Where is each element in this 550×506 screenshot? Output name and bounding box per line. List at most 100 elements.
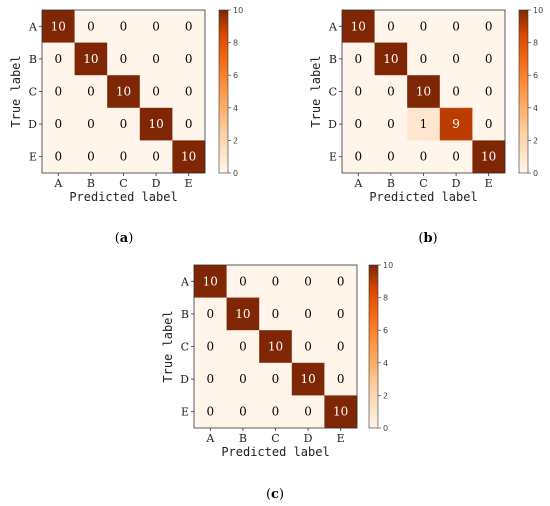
cell-value-label: 0 [120, 150, 128, 164]
y-axis-label: True label [9, 55, 23, 127]
cell-A-E [324, 265, 358, 298]
cell-value-label: 0 [152, 85, 160, 99]
cell-D-B [226, 362, 260, 396]
cell-value-label: 0 [120, 19, 128, 33]
cell-D-E [472, 107, 506, 141]
y-axis-label: True label [161, 310, 175, 382]
cell-value-label: 0 [239, 340, 247, 354]
cell-value-label: 0 [87, 150, 95, 164]
cell-B-A [194, 297, 227, 331]
cell-value-label: 0 [185, 117, 193, 131]
cell-value-label: 0 [185, 85, 193, 99]
colorbar-tick-label: 2 [533, 136, 538, 145]
cell-value-label: 10 [481, 150, 496, 164]
cell-A-B [374, 10, 408, 43]
colorbar-tick-label: 0 [233, 169, 238, 178]
cell-A-B [74, 10, 108, 43]
cell-B-E [172, 42, 206, 76]
cell-E-A [42, 140, 75, 174]
cell-C-A [342, 75, 375, 109]
y-tick-label: E [181, 406, 189, 419]
cell-A-A [342, 10, 375, 43]
x-tick-label: E [485, 177, 493, 190]
cell-value-label: 0 [304, 274, 312, 288]
x-tick-label: C [419, 177, 427, 190]
cell-E-A [342, 140, 375, 174]
cell-value-label: 0 [239, 405, 247, 419]
cell-value-label: 0 [54, 85, 62, 99]
cell-B-A [42, 42, 75, 76]
cell-B-D [139, 42, 173, 76]
cell-A-A [42, 10, 75, 43]
cell-B-C [107, 42, 141, 76]
x-tick-label: B [239, 432, 247, 445]
cell-value-label: 0 [452, 52, 460, 66]
cell-value-label: 0 [185, 19, 193, 33]
cell-value-label: 10 [300, 372, 315, 386]
cell-E-E [324, 395, 358, 429]
cell-E-D [439, 140, 473, 174]
panel-caption: (b) [418, 231, 437, 246]
x-tick-label: B [387, 177, 395, 190]
cell-value-label: 0 [337, 274, 345, 288]
cell-E-C [107, 140, 141, 174]
cell-E-D [139, 140, 173, 174]
cell-value-label: 0 [206, 340, 214, 354]
cell-value-label: 0 [354, 117, 362, 131]
x-tick-label: D [304, 432, 313, 445]
cell-value-label: 0 [354, 85, 362, 99]
y-tick-label: A [28, 20, 38, 33]
cell-value-label: 10 [416, 85, 431, 99]
cell-value-label: 0 [420, 19, 428, 33]
cell-D-D [139, 107, 173, 141]
cell-A-C [259, 265, 293, 298]
cell-value-label: 0 [87, 85, 95, 99]
colorbar [518, 9, 529, 174]
cell-value-label: 0 [206, 405, 214, 419]
cell-value-label: 0 [485, 117, 493, 131]
cell-A-B [226, 265, 260, 298]
cell-A-C [407, 10, 441, 43]
cell-value-label: 0 [420, 52, 428, 66]
cell-value-label: 0 [120, 117, 128, 131]
cell-D-B [374, 107, 408, 141]
cell-value-label: 0 [485, 19, 493, 33]
cell-B-D [291, 297, 325, 331]
x-tick-label: D [152, 177, 161, 190]
cell-B-B [374, 42, 408, 76]
cell-value-label: 10 [51, 19, 66, 33]
panel-a: 10 0 0 0 0 0 10 0 0 0 0 0 10 0 0 0 0 0 10 0 0 0 0 0 10 A B C D E A B C D E… [9, 6, 243, 246]
x-tick-label: E [337, 432, 345, 445]
y-tick-label: A [180, 275, 190, 288]
colorbar-tick-label: 0 [533, 169, 538, 178]
cell-E-E [472, 140, 506, 174]
cell-value-label: 0 [337, 372, 345, 386]
colorbar-tick-label: 8 [233, 39, 238, 48]
colorbar-tick-label: 6 [233, 71, 238, 80]
colorbar-tick-label: 8 [383, 294, 388, 303]
cell-value-label: 0 [452, 85, 460, 99]
cell-D-C [407, 107, 441, 141]
cell-B-C [259, 297, 293, 331]
cell-value-label: 0 [387, 19, 395, 33]
cell-value-label: 0 [239, 274, 247, 288]
cell-value-label: 10 [148, 117, 163, 131]
x-tick-label: E [185, 177, 193, 190]
colorbar [218, 9, 229, 174]
cell-E-B [226, 395, 260, 429]
cell-value-label: 0 [337, 340, 345, 354]
cell-C-E [472, 75, 506, 109]
colorbar-tick-label: 0 [383, 424, 388, 433]
cell-value-label: 0 [485, 85, 493, 99]
cell-A-E [172, 10, 206, 43]
cell-value-label: 10 [181, 150, 196, 164]
x-tick-label: C [119, 177, 127, 190]
colorbar-tick-label: 10 [233, 6, 243, 15]
cell-C-B [374, 75, 408, 109]
cell-C-B [74, 75, 108, 109]
cell-value-label: 0 [304, 405, 312, 419]
cell-value-label: 0 [387, 85, 395, 99]
y-axis-label: True label [309, 55, 323, 127]
y-tick-label: D [28, 118, 37, 131]
cell-D-B [74, 107, 108, 141]
